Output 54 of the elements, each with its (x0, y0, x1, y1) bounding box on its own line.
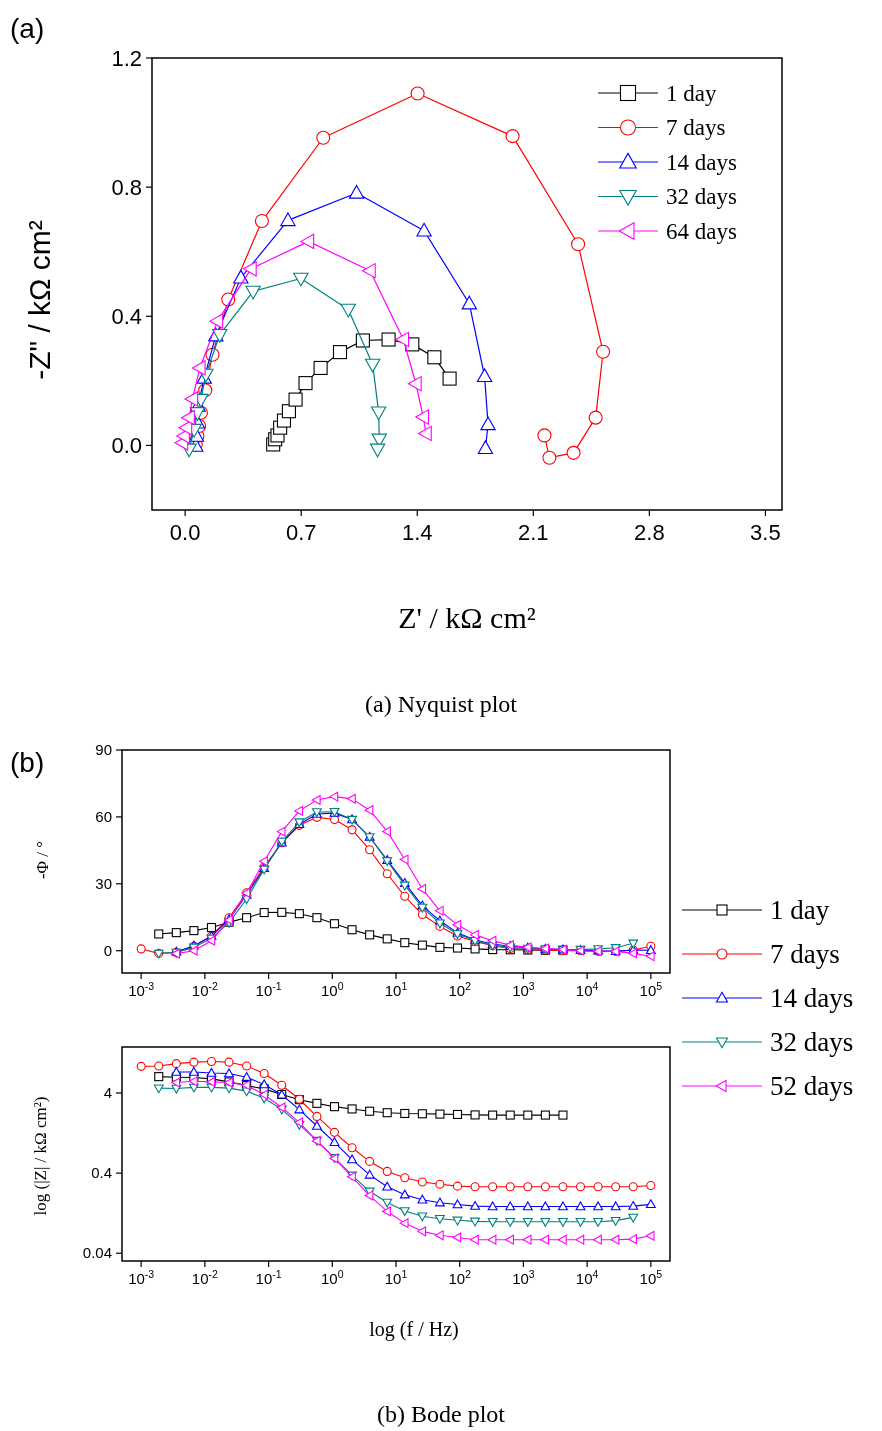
x-tick-label: 10$^{0}$ (321, 980, 344, 999)
y-axis-title: -Φ / ° (33, 840, 52, 880)
y-axis-title: -Z" / kΩ cm² (23, 220, 56, 380)
legend-label: 7 days (666, 115, 726, 141)
x-tick-label: 10$^{3}$ (512, 980, 535, 999)
x-tick-label: 10$^{-2}$ (191, 1268, 219, 1287)
legend-label: 1 day (770, 894, 830, 925)
legend-label: 14 days (666, 149, 737, 175)
legend-label: 32 days (666, 184, 737, 210)
x-tick-label: 0.7 (285, 520, 317, 545)
x-tick-label: 3.5 (750, 520, 781, 545)
y-tick-label: 0.4 (91, 1164, 112, 1182)
legend-label: 32 days (770, 1026, 854, 1057)
x-tick-label: 10$^{1}$ (384, 980, 408, 999)
x-tick-label: 10$^{2}$ (448, 1268, 472, 1287)
x-tick-label: 0.0 (169, 520, 201, 545)
x-tick-label: 10$^{1}$ (384, 1268, 408, 1287)
x-tick-label: 10$^{3}$ (512, 1268, 535, 1287)
legend-label: 1 day (666, 80, 717, 106)
y-tick-label: 0.4 (111, 303, 142, 329)
y-tick-label: 1.2 (111, 45, 142, 71)
x-tick-label: 10$^{-3}$ (128, 1268, 155, 1287)
x-tick-label: 2.8 (634, 520, 665, 545)
x-tick-label: 10$^{-1}$ (255, 980, 282, 999)
x-tick-label: 10$^{5}$ (639, 1268, 663, 1287)
x-tick-label: 1.4 (401, 520, 433, 545)
y-tick-label: 30 (95, 875, 112, 893)
x-tick-label: 10$^{2}$ (448, 980, 472, 999)
x-tick-label: 10$^{5}$ (639, 980, 663, 999)
text: (a) (10, 13, 45, 44)
y-tick-label: 90 (95, 741, 112, 759)
y-tick-label: 0.8 (111, 174, 142, 200)
x-tick-label: 10$^{0}$ (321, 1268, 344, 1287)
legend-label: 7 days (770, 938, 840, 969)
text: (b) (10, 747, 45, 778)
y-tick-label: 4 (103, 1084, 112, 1102)
x-tick-label: 10$^{-2}$ (191, 980, 219, 999)
y-tick-label: 0.0 (111, 433, 142, 459)
x-tick-label: 10$^{-3}$ (128, 980, 155, 999)
x-tick-label: 10$^{-1}$ (255, 1268, 282, 1287)
y-tick-label: 60 (95, 808, 112, 826)
x-tick-label: 2.1 (518, 520, 549, 545)
x-axis-title: log (f / Hz) (369, 1318, 459, 1341)
legend-label: 52 days (770, 1070, 854, 1101)
x-axis-title: Z' / kΩ cm² (398, 601, 536, 634)
x-tick-label: 10$^{4}$ (575, 980, 599, 999)
y-tick-label: 0.04 (82, 1244, 112, 1262)
y-tick-label: 0 (103, 941, 112, 959)
legend-label: 64 days (666, 218, 737, 244)
y-axis-title: log (|Z| / kΩ cm²) (31, 1096, 50, 1216)
text: (a) Nyquist plot (365, 691, 518, 717)
x-tick-label: 10$^{4}$ (575, 1268, 599, 1287)
legend-label: 14 days (770, 982, 854, 1013)
text: (b) Bode plot (377, 1401, 506, 1427)
